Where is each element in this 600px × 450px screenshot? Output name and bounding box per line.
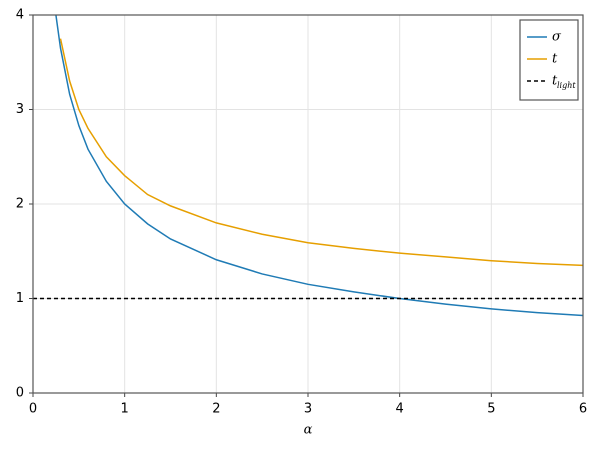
plot-frame (32, 14, 584, 394)
y-tick-label: 4 (16, 8, 24, 23)
series-line (55, 15, 583, 317)
y-tick-label: 3 (16, 102, 24, 117)
x-tick-label: 0 (29, 402, 37, 417)
y-tick-label: 2 (16, 197, 24, 212)
x-tick-label: 5 (487, 402, 495, 417)
y-tick-label: 1 (16, 291, 24, 306)
legend-label: t (552, 52, 558, 67)
legend-subscript: light (557, 81, 576, 90)
x-tick-label: 4 (396, 402, 404, 417)
legend-label: t (552, 74, 558, 89)
y-tick-label: 0 (16, 386, 24, 401)
legend-label: σ (552, 30, 562, 45)
x-tick-label: 3 (304, 402, 312, 417)
x-tick-label: 2 (212, 402, 220, 417)
x-tick-label: 6 (579, 402, 587, 417)
series-line (59, 38, 583, 267)
x-axis-label: α (304, 423, 313, 438)
legend-box (519, 19, 579, 101)
x-tick-label: 1 (121, 402, 129, 417)
